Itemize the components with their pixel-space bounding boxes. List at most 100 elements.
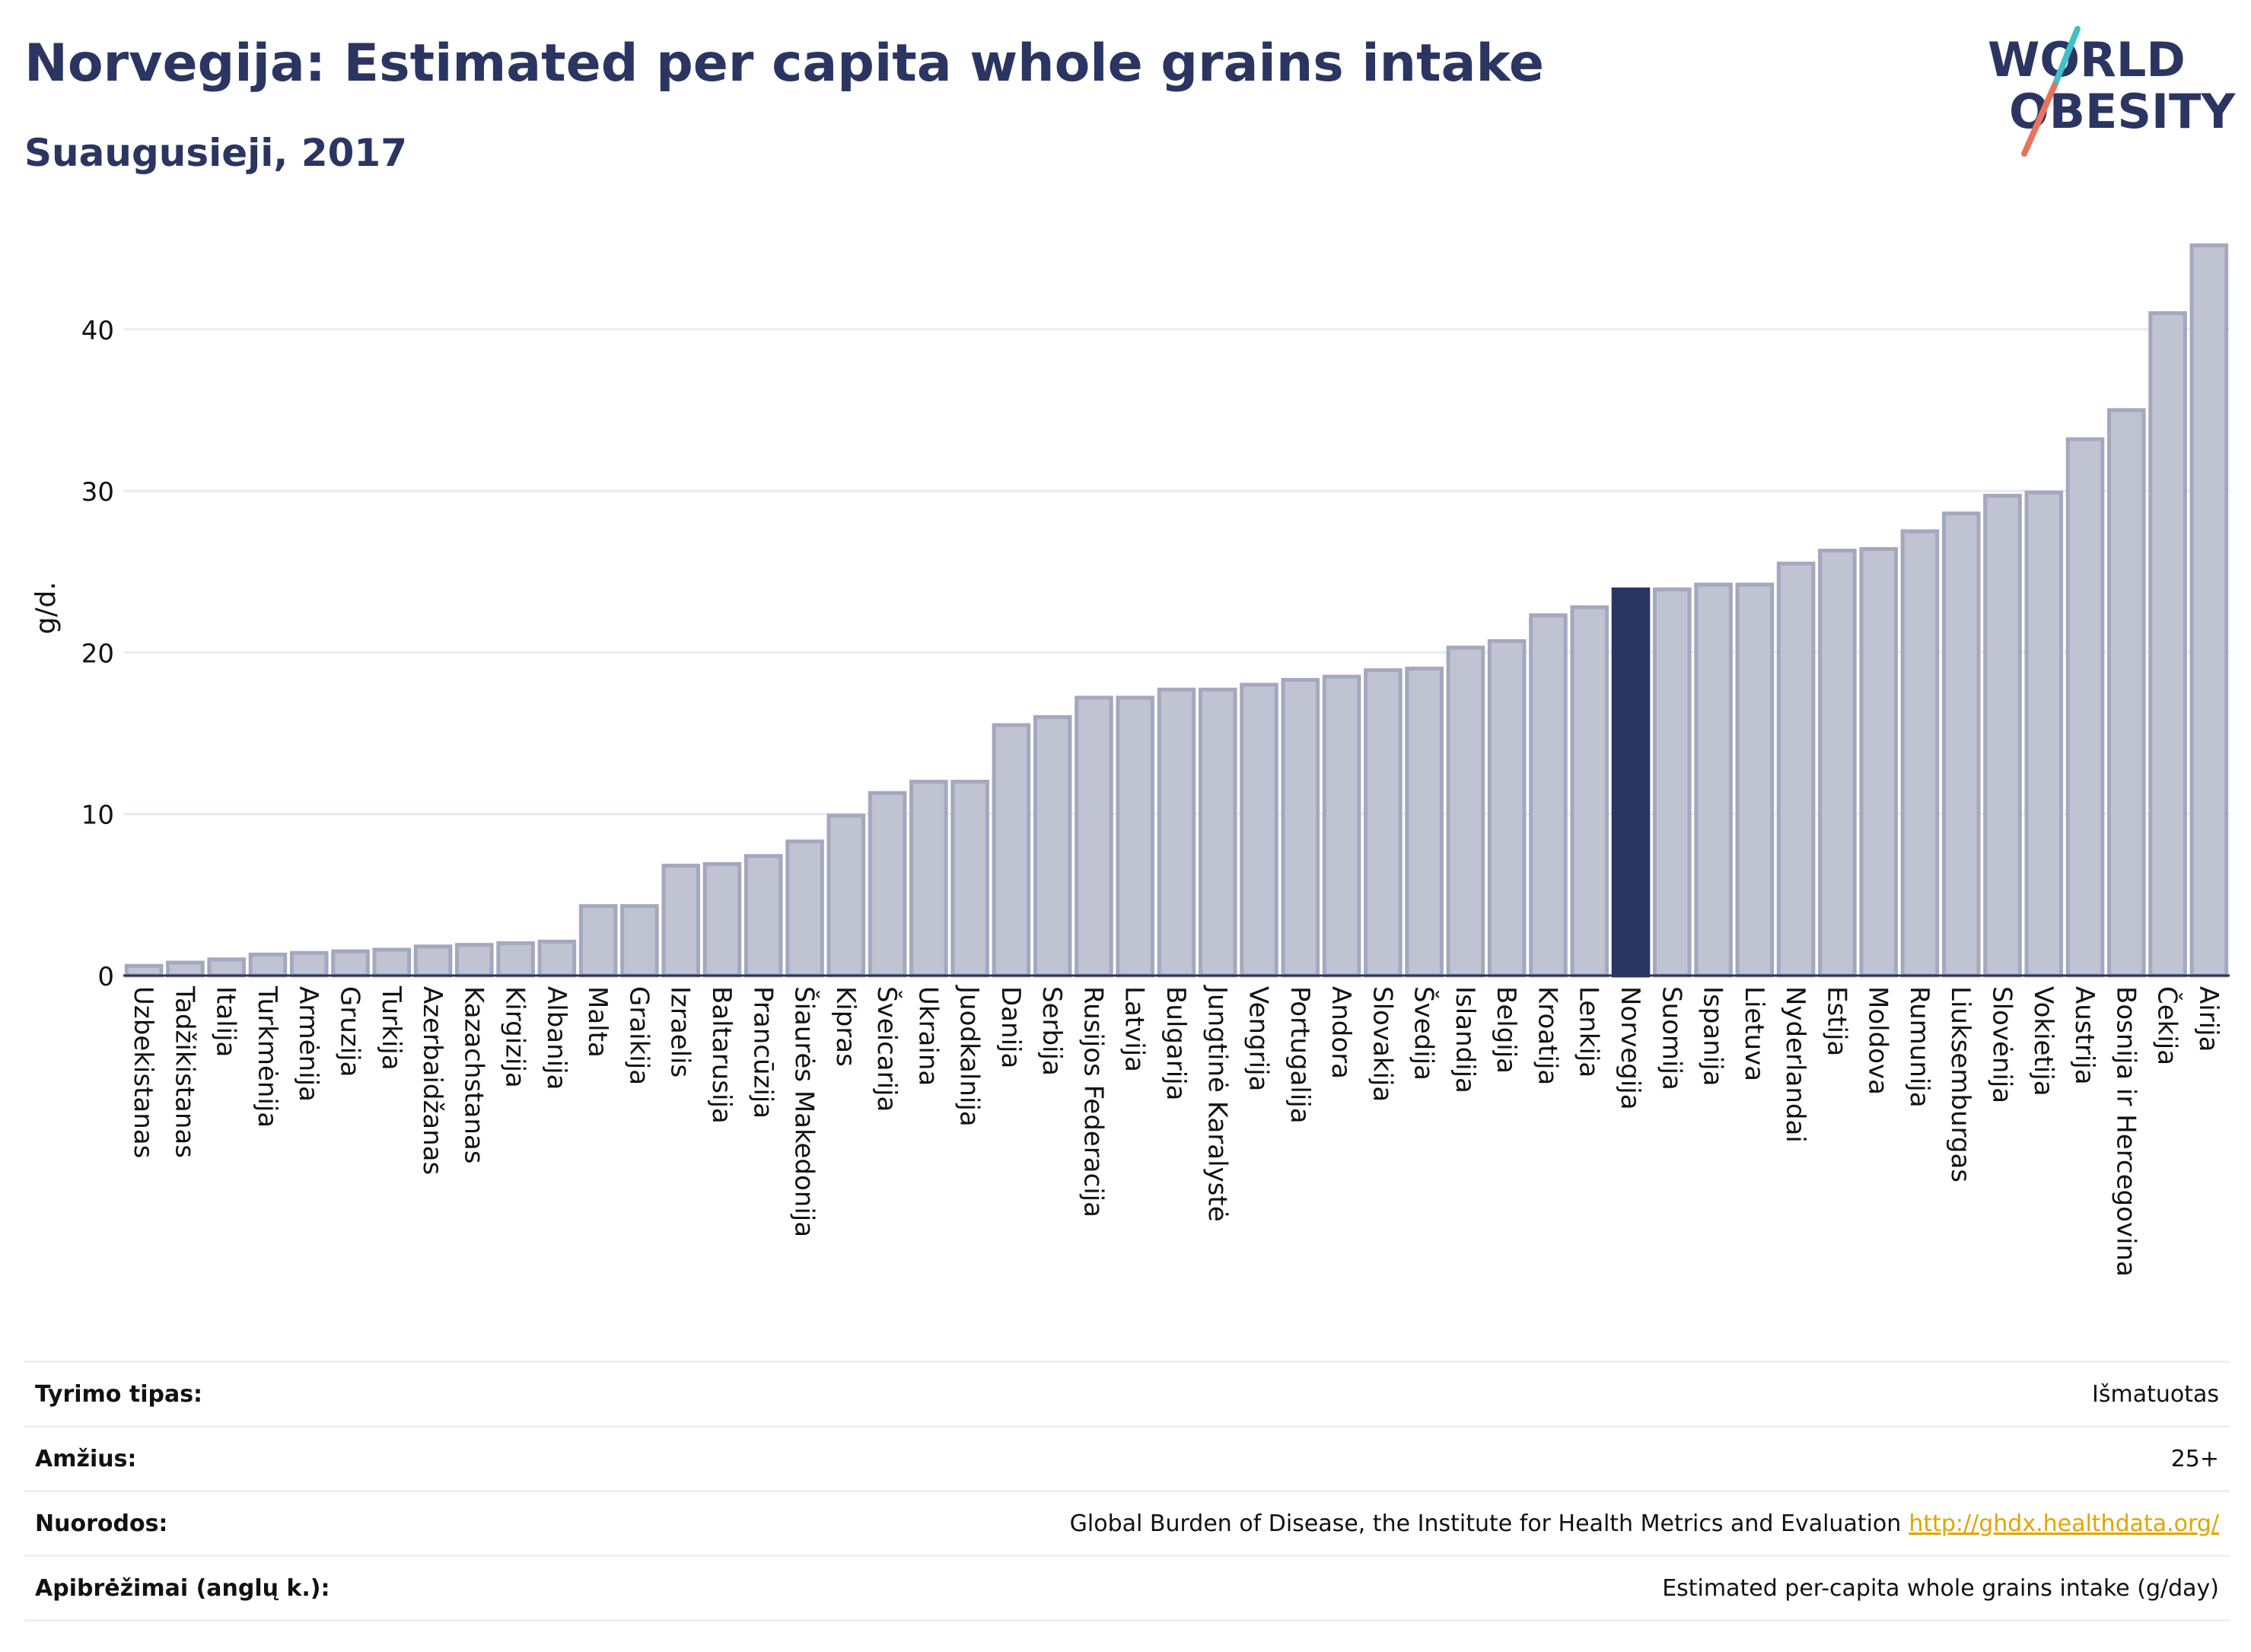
bar-41: [1818, 549, 1857, 978]
info-label: Tyrimo tipas:: [35, 1380, 203, 1408]
bar-28: [1281, 677, 1320, 978]
x-tick-label: Lietuva: [1739, 986, 1769, 1081]
x-tick-label: Islandija: [1450, 986, 1480, 1093]
info-table: Tyrimo tipas: Išmatuotas Amžius: 25+ Nuo…: [24, 1361, 2230, 1622]
x-tick-label: Tadžikistanas: [169, 985, 199, 1158]
info-value-wrap: Global Burden of Disease, the Institute …: [1070, 1510, 2219, 1537]
y-tick-label: 10: [81, 801, 114, 831]
bar-1: [166, 960, 205, 978]
logo-line2: OBESITY: [2009, 84, 2236, 139]
x-tick-label: Bulgarija: [1161, 986, 1191, 1100]
x-tick-label: Slovėnija: [1986, 986, 2017, 1103]
x-tick-label: Moldova: [1863, 986, 1893, 1095]
x-tick-label: Uzbekistanas: [128, 986, 158, 1158]
bar-17: [826, 813, 866, 978]
x-tick-label: Turkija: [376, 985, 406, 1071]
x-tick-label: Gruzija: [335, 986, 365, 1077]
x-tick-label: Rusijos Federacija: [1078, 986, 1108, 1218]
bar-4: [289, 950, 329, 978]
bar-13: [661, 864, 701, 978]
bar-3: [248, 952, 288, 978]
bar-14: [702, 862, 742, 978]
bar-39: [1735, 582, 1775, 978]
x-tick-label: Prancūzija: [747, 986, 778, 1119]
bar-7: [413, 944, 453, 978]
source-link[interactable]: http://ghdx.healthdata.org/: [1909, 1510, 2219, 1537]
info-label: Apibrėžimai (anglų k.):: [35, 1574, 330, 1602]
bar-31: [1405, 667, 1444, 978]
x-tick-label: Ispanija: [1698, 986, 1728, 1086]
x-tick-label: Malta: [582, 986, 613, 1058]
chart-title: Norvegija: Estimated per capita whole gr…: [24, 33, 1545, 94]
bar-24: [1116, 695, 1155, 978]
bar-43: [1900, 529, 1940, 978]
y-tick-label: 20: [81, 638, 114, 669]
bar-50: [2189, 243, 2229, 978]
x-tick-label: Latvija: [1119, 986, 1150, 1072]
y-tick-label: 0: [97, 962, 114, 992]
bar-0: [124, 963, 164, 978]
bar-9: [496, 941, 535, 978]
bar-42: [1859, 547, 1898, 978]
bar-27: [1240, 683, 1278, 978]
world-obesity-logo: WORLD OBESITY: [1988, 26, 2236, 157]
bar-49: [2148, 311, 2187, 978]
bar-47: [2065, 437, 2105, 978]
x-tick-label: Italija: [211, 986, 241, 1057]
bar-37: [1652, 587, 1692, 978]
bar-19: [909, 779, 948, 978]
bar-2: [207, 957, 246, 978]
x-axis-labels: Uzbekistanas Tadžikistanas Italija Turkmėni…: [128, 985, 2224, 1277]
info-value: 25+: [2170, 1445, 2219, 1472]
x-tick-label: Švedija: [1409, 986, 1440, 1081]
bar-36: [1611, 587, 1651, 978]
bar-10: [537, 939, 577, 978]
x-tick-label: Baltarusija: [706, 986, 737, 1124]
bar-16: [785, 839, 824, 978]
bar-26: [1198, 687, 1237, 978]
x-tick-label: Šiaurės Makedonija: [789, 986, 820, 1237]
logo-slash-top: [2052, 26, 2081, 88]
x-tick-label: Airija: [2193, 986, 2224, 1052]
x-tick-label: Liuksemburgas: [1945, 986, 1976, 1183]
x-tick-label: Vokietija: [2028, 986, 2058, 1097]
x-tick-label: Belgija: [1491, 986, 1521, 1074]
y-axis-label: g/d.: [30, 581, 62, 634]
x-tick-label: Danija: [995, 986, 1026, 1068]
bar-44: [1941, 511, 1981, 978]
bar-12: [620, 904, 659, 978]
bar-22: [1033, 715, 1072, 978]
x-tick-label: Albanija: [541, 986, 572, 1090]
x-tick-label: Lenkija: [1574, 986, 1604, 1077]
x-tick-label: Azerbaidžanas: [417, 986, 447, 1175]
info-label: Nuorodos:: [35, 1510, 168, 1537]
x-tick-label: Kirgizija: [500, 986, 530, 1088]
bar-32: [1446, 645, 1485, 978]
x-tick-label: Portugalija: [1285, 986, 1315, 1124]
bar-11: [578, 904, 618, 978]
logo-line1: WORLD: [1988, 32, 2186, 88]
x-tick-label: Kazachstanas: [458, 986, 489, 1163]
y-tick-label: 40: [81, 316, 114, 346]
bar-40: [1776, 562, 1816, 978]
bar-6: [372, 947, 412, 978]
bar-30: [1364, 668, 1402, 978]
y-axis-ticks: 0 10 20 30 40: [81, 316, 114, 992]
info-value: Global Burden of Disease, the Institute …: [1069, 1510, 1902, 1537]
x-tick-label: Vengrija: [1243, 986, 1274, 1091]
x-tick-label: Slovakija: [1367, 986, 1397, 1102]
bar-45: [1983, 493, 2022, 978]
x-tick-label: Austrija: [2069, 986, 2100, 1085]
x-tick-label: Norvegija: [1615, 986, 1645, 1110]
info-row-references: Nuorodos: Global Burden of Disease, the …: [24, 1490, 2230, 1555]
bar-5: [331, 949, 370, 978]
x-tick-label: Turkmėnija: [252, 985, 282, 1128]
info-row-age: Amžius: 25+: [24, 1425, 2230, 1490]
info-row-study-type: Tyrimo tipas: Išmatuotas: [24, 1361, 2230, 1425]
x-tick-label: Ukraina: [912, 986, 943, 1086]
bar-21: [992, 723, 1031, 978]
bar-29: [1322, 674, 1361, 978]
x-tick-label: Nyderlandai: [1780, 986, 1810, 1143]
x-tick-label: Andora: [1326, 986, 1356, 1079]
bar-23: [1075, 695, 1113, 978]
